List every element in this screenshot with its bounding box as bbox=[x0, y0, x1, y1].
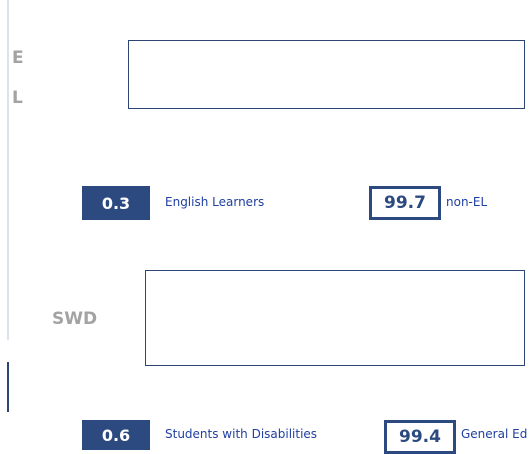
page: E L 0.3 English Learners 99.7 non-EL SWD… bbox=[7, 0, 528, 454]
comparison-label: General Ed bbox=[461, 427, 528, 441]
section-label: L bbox=[12, 88, 23, 108]
group-value: 0.6 bbox=[82, 420, 150, 450]
section-label: SWD bbox=[52, 309, 98, 329]
page-edge bbox=[7, 0, 9, 340]
empty-box bbox=[145, 270, 525, 366]
comparison-value: 99.7 bbox=[369, 186, 441, 220]
group-value: 0.3 bbox=[82, 186, 150, 220]
group-label: Students with Disabilities bbox=[165, 427, 318, 441]
comparison-label: non-EL bbox=[446, 195, 488, 209]
comparison-value: 99.4 bbox=[384, 420, 456, 454]
page-edge-marker bbox=[7, 362, 9, 412]
group-label: English Learners bbox=[165, 195, 265, 209]
section-label: E bbox=[12, 48, 24, 68]
empty-box bbox=[128, 40, 525, 109]
